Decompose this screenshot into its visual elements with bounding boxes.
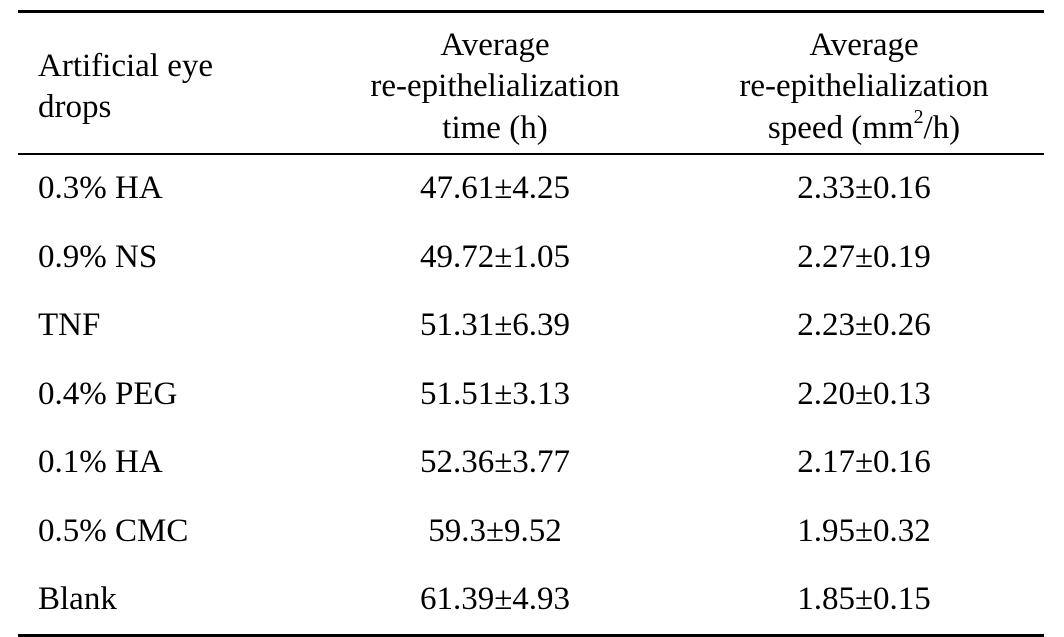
cell-time: 47.61±4.25 — [419, 170, 571, 207]
table-row: 0.4% PEG 51.51±3.13 2.20±0.13 — [18, 360, 1044, 429]
cell-speed: 1.95±0.32 — [797, 512, 931, 549]
cell-speed: 2.20±0.13 — [797, 375, 931, 412]
table-row: 0.9% NS 49.72±1.05 2.27±0.19 — [18, 223, 1044, 292]
cell-speed: 1.85±0.15 — [797, 581, 931, 618]
table-row: 0.1% HA 52.36±3.77 2.17±0.16 — [18, 429, 1044, 498]
header-time-line3: time (h) — [442, 109, 548, 146]
cell-time: 51.31±6.39 — [419, 307, 571, 344]
cell-speed: 2.17±0.16 — [797, 444, 931, 481]
header-average-speed: Average re-epithelialization speed (mm2/… — [684, 12, 1044, 154]
cell-drops: 0.1% HA — [38, 444, 163, 481]
table-row: Blank 61.39±4.93 1.85±0.15 — [18, 566, 1044, 636]
header-artificial-eye-drops: Artificial eye drops — [18, 12, 306, 154]
cell-time: 61.39±4.93 — [419, 581, 571, 618]
cell-drops: 0.4% PEG — [38, 375, 178, 412]
cell-drops: 0.3% HA — [38, 170, 163, 207]
cell-time: 52.36±3.77 — [419, 444, 571, 481]
results-table: Artificial eye drops Average re-epitheli… — [18, 10, 1044, 637]
header-speed-unit-pre: speed (mm — [767, 109, 914, 146]
cell-speed: 2.23±0.26 — [797, 307, 931, 344]
header-average-time: Average re-epithelialization time (h) — [306, 12, 684, 154]
header-row: Artificial eye drops Average re-epitheli… — [18, 11, 1044, 154]
table-row: 0.5% CMC 59.3±9.52 1.95±0.32 — [18, 497, 1044, 566]
header-speed-line3: speed (mm2/h) — [684, 105, 1044, 149]
header-time-line2: re-epithelialization — [370, 68, 620, 105]
header-time-line1: Average — [440, 27, 550, 63]
header-speed-line2: re-epithelialization — [739, 68, 989, 105]
cell-drops: TNF — [38, 307, 101, 344]
table-header: Artificial eye drops Average re-epitheli… — [18, 11, 1044, 154]
table-row: TNF 51.31±6.39 2.23±0.26 — [18, 292, 1044, 361]
header-drops-line2: drops — [38, 88, 112, 125]
table-body: 0.3% HA 47.61±4.25 2.33±0.16 0.9% NS 49.… — [18, 154, 1044, 636]
header-drops-line1: Artificial eye — [38, 47, 213, 84]
cell-time: 49.72±1.05 — [419, 238, 571, 275]
header-speed-unit-post: /h) — [923, 109, 961, 146]
cell-drops: Blank — [38, 581, 117, 618]
cell-drops: 0.9% NS — [38, 238, 158, 275]
results-table-container: Artificial eye drops Average re-epitheli… — [18, 10, 1044, 637]
cell-speed: 2.27±0.19 — [797, 238, 931, 275]
header-speed-line1: Average — [809, 27, 919, 63]
cell-speed: 2.33±0.16 — [797, 170, 931, 207]
header-speed-unit-superscript: 2 — [913, 105, 924, 128]
cell-time: 59.3±9.52 — [428, 512, 562, 549]
cell-time: 51.51±3.13 — [419, 375, 571, 412]
table-row: 0.3% HA 47.61±4.25 2.33±0.16 — [18, 154, 1044, 224]
cell-drops: 0.5% CMC — [38, 512, 189, 549]
